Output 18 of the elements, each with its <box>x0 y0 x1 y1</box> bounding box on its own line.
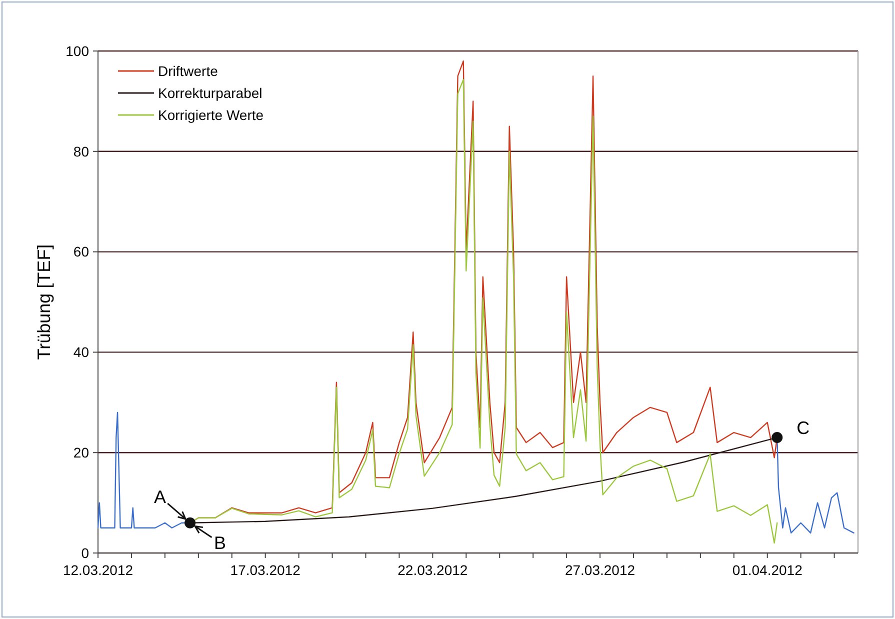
y-tick-label: 20 <box>73 444 90 460</box>
x-tick-label: 27.03.2012 <box>564 562 636 578</box>
x-tick-label: 17.03.2012 <box>230 562 301 578</box>
y-tick-label: 40 <box>73 344 90 360</box>
legend-label: Driftwerte <box>158 62 218 79</box>
x-tick-label: 22.03.2012 <box>398 562 468 578</box>
y-tick-label: 0 <box>81 544 90 561</box>
x-tick-label: 12.03.2012 <box>62 562 134 578</box>
annotation: B <box>214 533 226 554</box>
legend-label: Korrekturparabel <box>158 84 262 101</box>
y-tick-label: 100 <box>66 42 90 59</box>
annotation: C <box>796 418 810 438</box>
x-tick-label: 01.04.2012 <box>732 562 803 578</box>
y-axis-title: Trübung [TEF] <box>34 244 54 360</box>
legend-label: Korrigierte Werte <box>158 106 264 123</box>
y-tick-label: 60 <box>73 244 90 260</box>
annotation: A <box>154 487 166 508</box>
y-tick-label: 80 <box>73 143 90 160</box>
